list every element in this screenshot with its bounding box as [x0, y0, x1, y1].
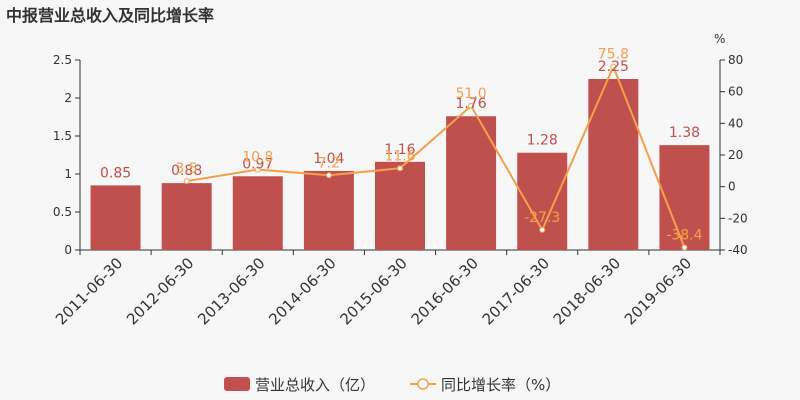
- x-tick-label: 2014-06-30: [265, 254, 339, 328]
- growth-label: -38.4: [666, 227, 702, 243]
- x-tick-label: 2016-06-30: [408, 254, 482, 328]
- legend-line-label: 同比增长率（%）: [441, 376, 560, 394]
- growth-point: [610, 63, 617, 70]
- growth-point: [183, 178, 190, 185]
- legend-bar-swatch: [224, 377, 250, 391]
- x-tick-label: 2018-06-30: [550, 254, 624, 328]
- left-tick-label: 0: [64, 243, 72, 257]
- legend: 营业总收入（亿） 同比增长率（%）: [224, 376, 560, 394]
- growth-label: 11.6: [384, 148, 415, 164]
- growth-point: [325, 172, 332, 179]
- revenue-label: 0.88: [171, 163, 202, 179]
- growth-point: [254, 166, 261, 173]
- right-axis-unit: %: [714, 32, 725, 46]
- revenue-label: 0.97: [242, 156, 273, 172]
- legend-bar-label: 营业总收入（亿）: [255, 376, 375, 394]
- revenue-label: 1.16: [384, 142, 415, 158]
- right-tick-label: 20: [728, 148, 743, 162]
- right-tick-label: -20: [728, 211, 748, 225]
- revenue-bar: [161, 183, 212, 250]
- growth-label: 75.8: [598, 47, 629, 63]
- x-tick-label: 2013-06-30: [194, 254, 268, 328]
- growth-label: 10.8: [242, 150, 273, 166]
- revenue-label: 1.04: [313, 151, 344, 167]
- revenue-bar: [375, 161, 425, 250]
- revenue-label: 0.85: [100, 165, 131, 181]
- revenue-bar: [90, 185, 141, 250]
- legend-line-marker: [417, 378, 429, 390]
- x-tick-label: 2012-06-30: [123, 254, 197, 328]
- growth-point: [681, 244, 688, 251]
- right-tick-label: -40: [728, 243, 748, 257]
- left-tick-label: 1.5: [53, 129, 72, 143]
- revenue-bar: [232, 176, 283, 250]
- revenue-bar: [446, 116, 497, 251]
- revenue-label: 2.25: [598, 59, 629, 75]
- growth-point: [539, 226, 546, 233]
- left-tick-label: 2: [64, 91, 72, 105]
- growth-label: 3.5: [176, 161, 198, 177]
- bars: [90, 79, 710, 251]
- chart-title: 中报营业总收入及同比增长率: [6, 6, 215, 25]
- revenue-bar: [303, 170, 354, 250]
- growth-label: 51.0: [456, 86, 487, 102]
- revenue-label: 1.38: [669, 125, 700, 141]
- x-tick-label: 2019-06-30: [621, 254, 695, 328]
- growth-label: -27.3: [524, 210, 560, 226]
- growth-point: [397, 165, 403, 172]
- right-tick-label: 60: [728, 85, 743, 99]
- data-labels: 0.85 0.88 0.97 1.04 1.16 1.76 1.28 2.25 1.38 3.5 1…: [100, 47, 703, 244]
- x-tick-label: 2017-06-30: [479, 254, 553, 328]
- growth-line-path: [186, 64, 686, 248]
- growth-point: [468, 102, 475, 109]
- revenue-bar: [659, 145, 710, 250]
- left-tick-label: 1: [64, 167, 72, 181]
- right-tick-label: 80: [728, 53, 743, 67]
- growth-label: 7.2: [318, 155, 340, 171]
- revenue-label: 1.76: [456, 96, 487, 112]
- left-tick-label: 0.5: [53, 205, 72, 219]
- right-tick-label: 0: [728, 180, 736, 194]
- x-tick-label: 2011-06-30: [52, 254, 126, 328]
- revenue-label: 1.28: [527, 133, 558, 149]
- x-tick-label: 2015-06-30: [336, 254, 410, 328]
- growth-line: [183, 63, 688, 251]
- right-tick-label: 40: [728, 116, 743, 130]
- left-tick-label: 2.5: [53, 53, 72, 67]
